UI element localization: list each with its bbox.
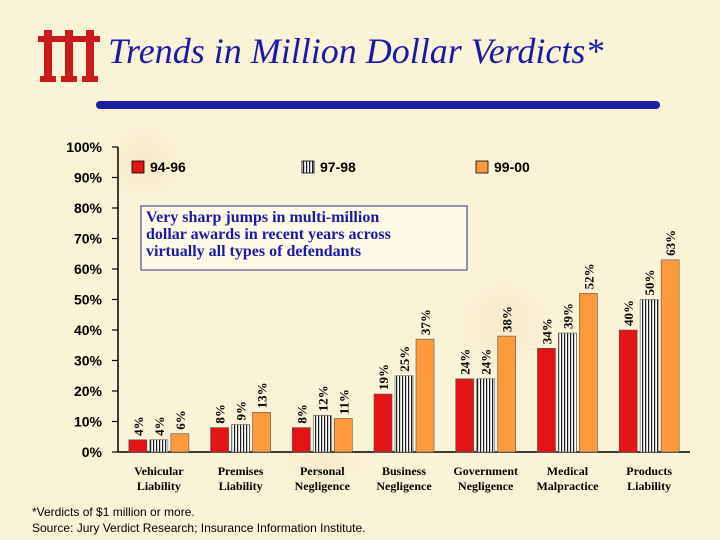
y-tick-label: 100% xyxy=(66,139,102,155)
data-label-99-00-5: 52% xyxy=(581,263,596,289)
category-label-4: Government xyxy=(453,464,518,478)
bar-99-00-5 xyxy=(579,293,598,453)
y-tick-label: 60% xyxy=(74,261,103,277)
data-label-99-00-4: 38% xyxy=(500,306,515,332)
legend-label-97-98: 97-98 xyxy=(320,159,356,175)
y-tick-label: 70% xyxy=(74,231,103,247)
y-tick-label: 80% xyxy=(74,200,103,216)
legend-label-94-96: 94-96 xyxy=(150,159,186,175)
bar-94-96-1 xyxy=(210,427,229,453)
bar-94-96-4 xyxy=(455,378,475,453)
data-label-97-98-2: 12% xyxy=(315,385,330,411)
bar-97-98-2 xyxy=(312,415,332,453)
category-label-4: Negligence xyxy=(458,479,514,493)
data-label-99-00-0: 6% xyxy=(173,410,188,430)
legend-swatch-94-96 xyxy=(131,160,145,174)
title-divider xyxy=(96,101,660,109)
data-label-97-98-5: 39% xyxy=(560,303,575,329)
bar-97-98-0 xyxy=(149,439,169,453)
bar-97-98-5 xyxy=(558,332,577,453)
category-label-2: Negligence xyxy=(295,479,351,493)
legend-label-99-00: 99-00 xyxy=(494,159,530,175)
category-label-6: Products xyxy=(626,464,672,478)
data-label-99-00-1: 13% xyxy=(255,382,270,408)
annotation-box xyxy=(140,205,468,271)
category-label-6: Liability xyxy=(627,479,671,493)
data-label-99-00-2: 11% xyxy=(336,389,351,414)
footnote-source: Source: Jury Verdict Research; Insurance… xyxy=(32,521,366,535)
y-tick-label: 10% xyxy=(74,414,103,430)
bar-94-96-5 xyxy=(537,347,556,453)
bar-99-00-4 xyxy=(497,335,517,453)
bar-99-00-6 xyxy=(660,259,680,453)
footnote: *Verdicts of $1 million or more. Source:… xyxy=(32,504,366,536)
category-label-3: Business xyxy=(382,464,426,478)
data-label-94-96-4: 24% xyxy=(458,349,473,375)
iii-logo-mark xyxy=(38,30,100,82)
data-label-97-98-4: 24% xyxy=(479,349,494,375)
data-label-97-98-6: 50% xyxy=(642,270,657,296)
y-tick-label: 90% xyxy=(74,170,103,186)
category-label-5: Medical xyxy=(547,464,589,478)
y-tick-label: 30% xyxy=(74,353,103,369)
y-tick-label: 50% xyxy=(74,292,103,308)
bar-97-98-1 xyxy=(231,424,250,453)
y-tick-label: 0% xyxy=(82,444,103,460)
bar-94-96-0 xyxy=(128,439,148,453)
annotation-text: virtually all types of defendants xyxy=(146,243,361,260)
bar-97-98-3 xyxy=(394,375,414,453)
category-label-0: Vehicular xyxy=(134,464,184,478)
iii-logo xyxy=(36,28,102,89)
bar-99-00-1 xyxy=(252,412,271,453)
annotation-text: Very sharp jumps in multi-million xyxy=(146,209,379,226)
bar-97-98-6 xyxy=(639,299,659,453)
footnote-definition: *Verdicts of $1 million or more. xyxy=(32,505,195,519)
category-label-1: Premises xyxy=(218,464,264,478)
page-title: Trends in Million Dollar Verdicts* xyxy=(108,31,604,71)
bar-94-96-6 xyxy=(618,329,638,453)
y-tick-label: 20% xyxy=(74,383,103,399)
data-label-94-96-5: 34% xyxy=(539,318,554,344)
data-label-94-96-6: 40% xyxy=(621,300,636,326)
data-label-94-96-2: 8% xyxy=(294,404,309,424)
data-label-97-98-3: 25% xyxy=(397,346,412,372)
bar-99-00-2 xyxy=(333,418,353,453)
y-tick-label: 40% xyxy=(74,322,103,338)
bar-94-96-3 xyxy=(373,393,393,453)
bar-94-96-2 xyxy=(291,427,311,453)
category-label-5: Malpractice xyxy=(536,479,599,493)
category-label-0: Liability xyxy=(137,479,181,493)
annotation-text: dollar awards in recent years across xyxy=(146,226,391,243)
category-label-1: Liability xyxy=(219,479,263,493)
data-label-99-00-3: 37% xyxy=(418,309,433,335)
bar-97-98-4 xyxy=(476,378,496,453)
bar-99-00-3 xyxy=(415,338,435,453)
data-label-94-96-0: 4% xyxy=(131,416,146,436)
bar-99-00-0 xyxy=(170,433,190,453)
data-label-94-96-3: 19% xyxy=(376,364,391,390)
data-label-97-98-1: 9% xyxy=(234,401,249,421)
category-label-3: Negligence xyxy=(376,479,432,493)
legend-swatch-99-00 xyxy=(475,160,489,174)
data-label-99-00-6: 63% xyxy=(663,230,678,256)
data-label-97-98-0: 4% xyxy=(152,416,167,436)
data-label-94-96-1: 8% xyxy=(213,404,228,424)
category-label-2: Personal xyxy=(300,464,345,478)
legend-swatch-97-98 xyxy=(301,160,315,174)
